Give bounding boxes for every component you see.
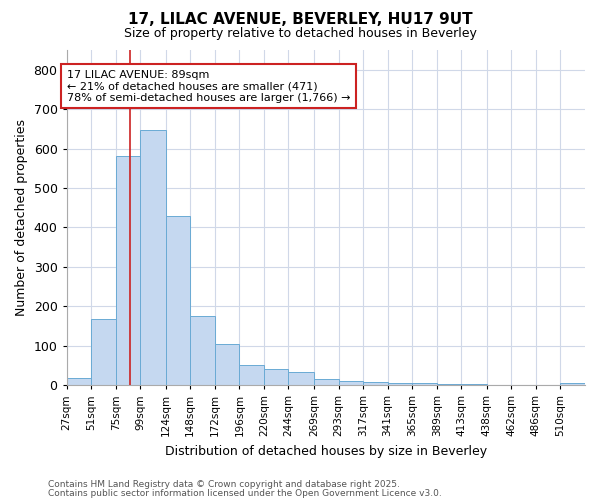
Bar: [91, 319, 116, 385]
Bar: [166, 216, 190, 385]
Bar: [116, 156, 140, 385]
Bar: [338, 382, 363, 385]
Bar: [388, 383, 412, 385]
Text: Contains public sector information licensed under the Open Government Licence v3: Contains public sector information licen…: [48, 490, 442, 498]
Bar: [437, 384, 461, 385]
Bar: [140, 130, 166, 385]
Bar: [264, 369, 289, 385]
Bar: [190, 316, 215, 385]
Bar: [289, 372, 314, 385]
Text: 17 LILAC AVENUE: 89sqm
← 21% of detached houses are smaller (471)
78% of semi-de: 17 LILAC AVENUE: 89sqm ← 21% of detached…: [67, 70, 350, 103]
X-axis label: Distribution of detached houses by size in Beverley: Distribution of detached houses by size …: [165, 444, 487, 458]
Text: Size of property relative to detached houses in Beverley: Size of property relative to detached ho…: [124, 28, 476, 40]
Text: 17, LILAC AVENUE, BEVERLEY, HU17 9UT: 17, LILAC AVENUE, BEVERLEY, HU17 9UT: [128, 12, 472, 28]
Text: Contains HM Land Registry data © Crown copyright and database right 2025.: Contains HM Land Registry data © Crown c…: [48, 480, 400, 489]
Bar: [215, 344, 239, 385]
Bar: [560, 383, 585, 385]
Y-axis label: Number of detached properties: Number of detached properties: [15, 119, 28, 316]
Bar: [314, 380, 338, 385]
Bar: [363, 382, 388, 385]
Bar: [239, 364, 264, 385]
Bar: [461, 384, 487, 385]
Bar: [67, 378, 91, 385]
Bar: [412, 384, 437, 385]
